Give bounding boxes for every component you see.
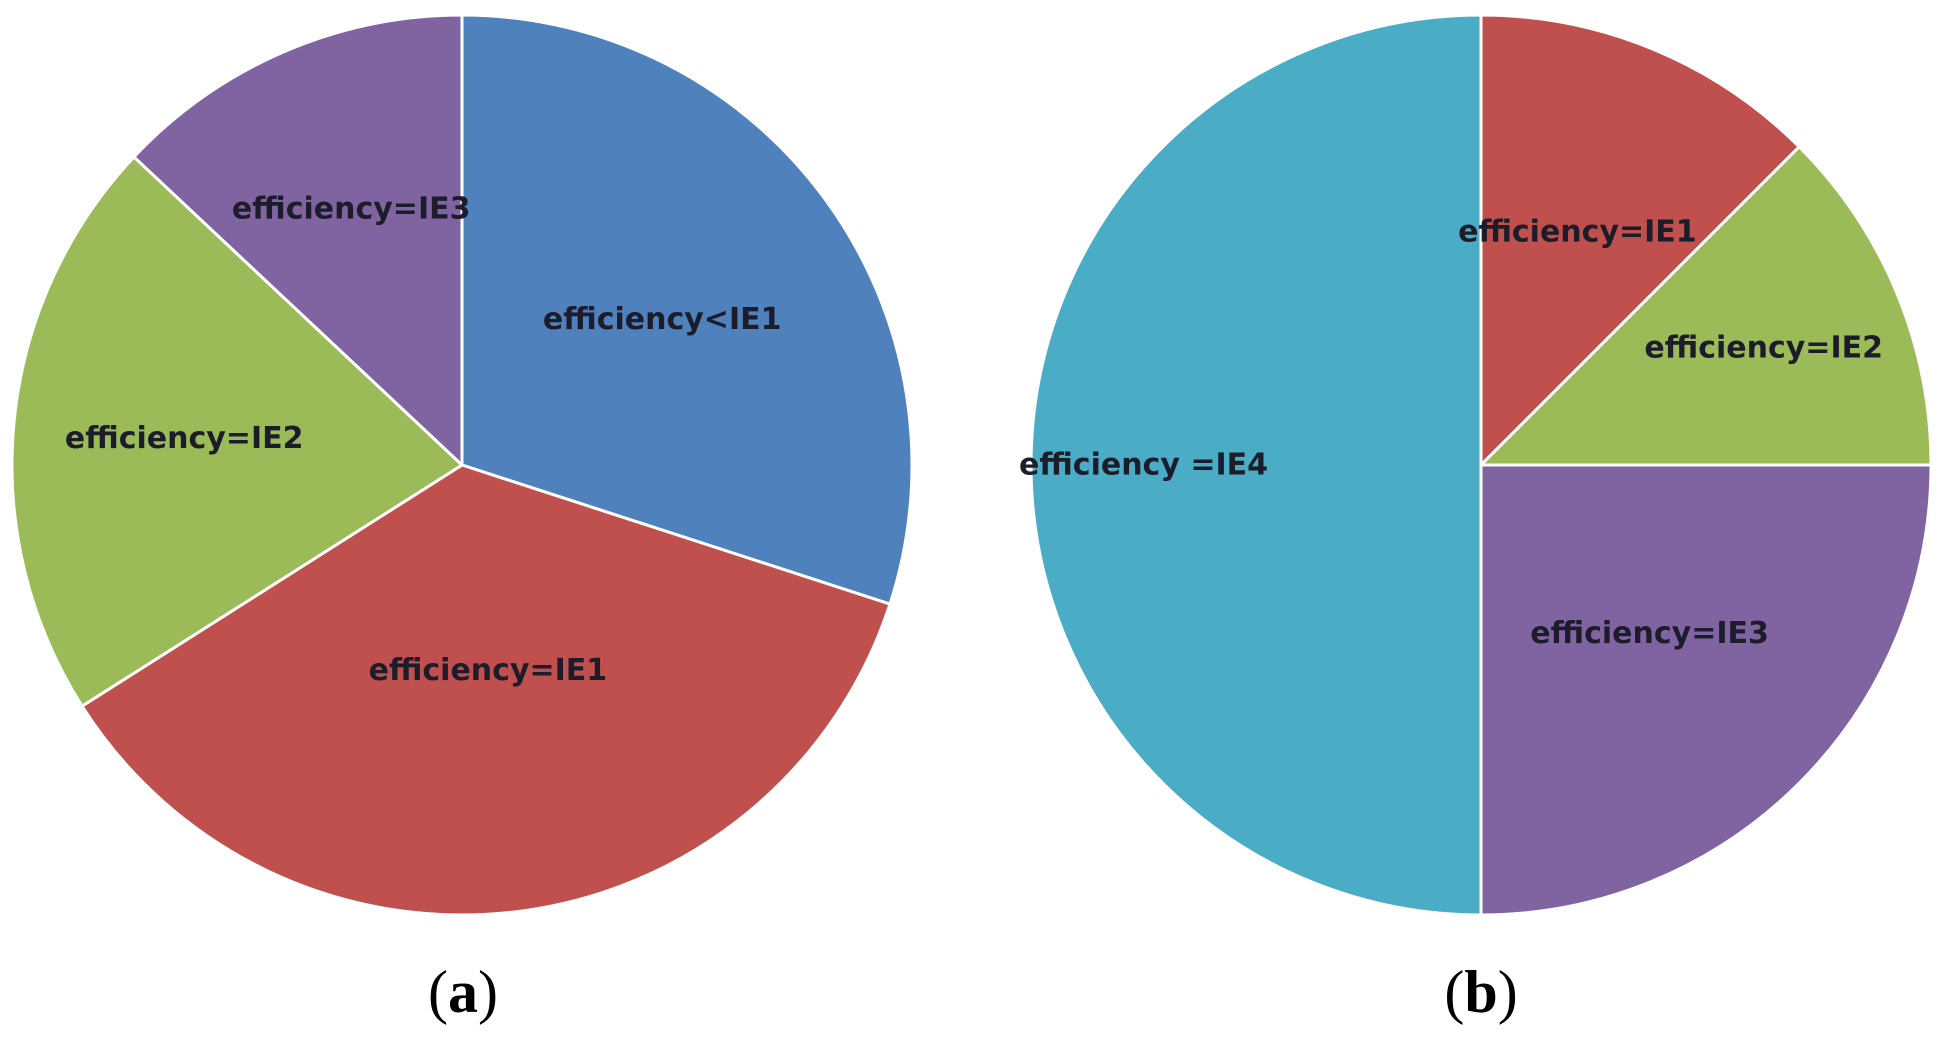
- pie-b-slice-efficiency-eq-ie1: [1479, 13, 1801, 467]
- pie-a-slice-efficiency-lt-ie1: [460, 13, 914, 606]
- pie-chart-a: efficiency<IE1 efficiency=IE1 efficiency=I…: [10, 13, 914, 917]
- pie-b-label-efficiency-eq-ie1: efficiency=IE1: [1458, 215, 1697, 250]
- pie-a-label-efficiency-eq-ie3: efficiency=IE3: [232, 191, 471, 226]
- pie-b-label-efficiency-eq-ie4: efficiency =IE4: [1019, 448, 1268, 483]
- pie-a-slice-efficiency-eq-ie2: [10, 155, 464, 708]
- pie-b-label-efficiency-eq-ie3: efficiency=IE3: [1530, 616, 1769, 651]
- pie-a-label-efficiency-eq-ie2: efficiency=IE2: [65, 421, 304, 456]
- pie-b-label-efficiency-eq-ie2: efficiency=IE2: [1644, 330, 1883, 365]
- panel-caption-a: (a): [428, 959, 498, 1025]
- panel-caption-b: (b): [1444, 959, 1517, 1025]
- pie-a-slice-efficiency-eq-ie3: [132, 13, 464, 467]
- pie-b-slice-efficiency-eq-ie3: [1479, 463, 1933, 917]
- pie-a-label-efficiency-eq-ie1: efficiency=IE1: [369, 653, 608, 688]
- pie-b-slice-efficiency-eq-ie4: [1029, 13, 1483, 917]
- pie-a-slice-efficiency-eq-ie1: [80, 463, 892, 917]
- pie-b-slice-efficiency-eq-ie2: [1479, 145, 1933, 467]
- pie-chart-b: efficiency=IE1 efficiency=IE2 efficiency=I…: [1019, 13, 1933, 917]
- pie-a-label-efficiency-lt-ie1: efficiency<IE1: [543, 302, 782, 337]
